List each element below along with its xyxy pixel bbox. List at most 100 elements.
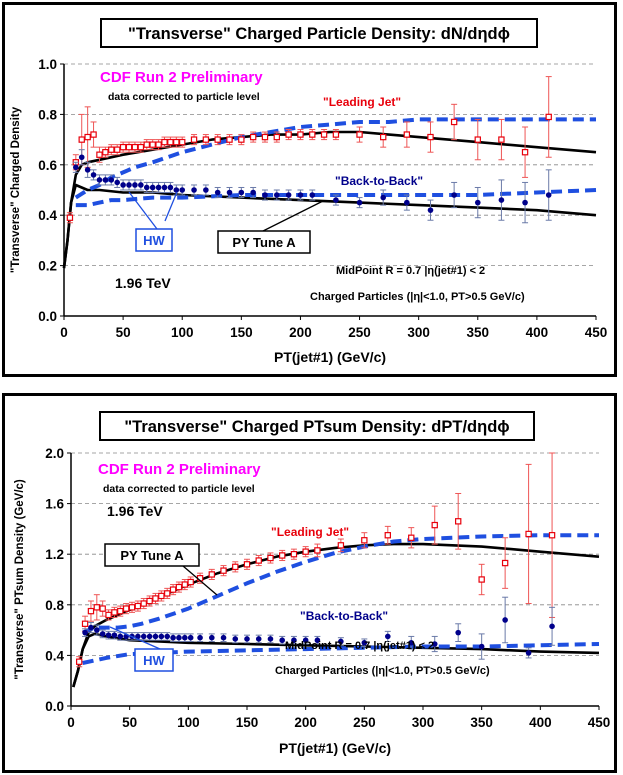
leading-jet-point — [169, 586, 177, 593]
back-to-back-point — [117, 633, 124, 640]
back-to-back-point — [84, 167, 91, 173]
leading-jet-point — [320, 131, 328, 138]
leading-jet-label: "Leading Jet" — [323, 95, 401, 109]
chart-title-box — [100, 18, 538, 48]
back-to-back-point — [361, 639, 368, 646]
back-to-back-point — [356, 199, 363, 206]
hw-curve — [81, 533, 599, 635]
back-to-back-label: "Back-to-Back" — [335, 174, 423, 188]
y-tick-label: 0.8 — [38, 107, 57, 122]
hw-curve — [75, 188, 597, 208]
leading-jet-point — [450, 118, 458, 126]
leading-jet-point — [140, 600, 147, 607]
leading-jet-point — [179, 138, 186, 146]
back-to-back-point — [191, 187, 197, 193]
back-to-back-point — [549, 623, 555, 630]
leading-jet-point — [187, 578, 194, 586]
back-to-back-point — [314, 637, 321, 644]
leading-jet-point — [255, 557, 262, 564]
x-tick-label: 150 — [230, 325, 253, 340]
leading-jet-point — [105, 611, 112, 619]
x-axis-label: PT(jet#1) (GeV/c) — [279, 740, 391, 756]
x-tick-label: 350 — [470, 715, 493, 730]
leading-jet-point — [190, 136, 198, 143]
back-to-back-point — [302, 637, 309, 644]
x-tick-label: 450 — [585, 325, 608, 340]
leading-jet-point — [128, 604, 136, 611]
leading-jet-point — [125, 143, 133, 151]
hw-box — [135, 228, 173, 252]
back-to-back-point — [522, 199, 528, 206]
charged-particles-label: Charged Particles (|η|<1.0, PT>0.5 GeV/c… — [310, 291, 525, 303]
back-to-back-point — [232, 636, 239, 642]
back-to-back-point — [309, 192, 316, 198]
back-to-back-point — [297, 192, 304, 198]
x-tick-label: 400 — [526, 325, 549, 340]
back-to-back-point — [187, 634, 194, 641]
leading-jet-point — [90, 131, 97, 138]
back-to-back-point — [525, 650, 532, 656]
y-tick-label: 0.6 — [38, 158, 57, 173]
back-to-back-point — [108, 177, 115, 183]
back-to-back-point — [111, 632, 118, 638]
back-to-back-point — [404, 199, 410, 206]
leading-jet-point — [361, 537, 368, 544]
x-tick-label: 100 — [177, 715, 200, 730]
back-to-back-point — [167, 184, 174, 191]
x-tick-label: 400 — [529, 715, 552, 730]
back-to-back-point — [173, 187, 180, 193]
hw-box — [134, 648, 174, 672]
pythia-label: PY Tune A — [232, 235, 296, 250]
x-tick-label: 0 — [60, 325, 68, 340]
back-to-back-point — [102, 177, 109, 183]
back-to-back-point — [291, 637, 297, 644]
y-tick-label: 1.6 — [45, 497, 64, 512]
back-to-back-point — [149, 184, 156, 191]
leading-jet-point — [427, 133, 434, 141]
y-tick-label: 0.4 — [45, 648, 64, 663]
x-tick-label: 200 — [294, 715, 317, 730]
x-tick-label: 200 — [289, 325, 312, 340]
leading-jet-point — [143, 141, 150, 148]
back-to-back-label: "Back-to-Back" — [300, 609, 388, 623]
ptsum-density-chart: "Transverse" Charged PTsum Density: dPT/… — [14, 411, 610, 756]
back-to-back-point — [152, 633, 159, 640]
back-to-back-point — [94, 627, 100, 633]
leading-jet-point — [220, 567, 227, 574]
back-to-back-point — [126, 182, 132, 188]
back-to-back-point — [78, 154, 85, 161]
back-to-back-point — [88, 624, 94, 631]
x-tick-label: 250 — [348, 325, 371, 340]
midpoint-label: MidPoint R = 0.7 |η(jet#1) < 2 — [285, 640, 434, 652]
leading-jet-point — [548, 532, 556, 539]
leading-jet-point — [161, 138, 168, 146]
back-to-back-point — [502, 617, 508, 623]
leading-jet-point — [181, 581, 189, 588]
particle-density-chart: "Transverse" Charged Particle Density: d… — [10, 18, 608, 365]
back-to-back-point — [135, 633, 141, 640]
leading-jet-point — [202, 136, 210, 143]
back-to-back-point — [143, 184, 150, 191]
charged-particles-label: Charged Particles (|η|<1.0, PT>0.5 GeV/c… — [275, 665, 490, 677]
back-to-back-point — [385, 633, 391, 640]
y-tick-label: 0.4 — [38, 208, 57, 223]
back-to-back-point — [140, 633, 147, 640]
back-to-back-point — [431, 641, 438, 647]
midpoint-label: MidPoint R = 0.7 |η(jet#1) < 2 — [336, 265, 485, 277]
leading-jet-point — [167, 138, 174, 146]
back-to-back-point — [498, 197, 505, 203]
leading-jet-point — [226, 136, 233, 143]
y-axis-label: "Transverse" PTsum Density (GeV/c) — [14, 479, 26, 680]
pythia-box — [104, 543, 200, 567]
leading-jet-point — [131, 143, 139, 151]
leading-jet-point — [158, 592, 165, 600]
x-tick-label: 0 — [67, 715, 75, 730]
leading-jet-point — [149, 141, 156, 148]
leading-jet-point — [137, 143, 145, 151]
leading-jet-point — [525, 530, 532, 538]
cdf-run2-preliminary-label: CDF Run 2 Preliminary — [100, 69, 263, 86]
pythia-label: PY Tune A — [120, 548, 184, 563]
leading-jet-point — [66, 214, 74, 221]
leading-jet-point — [93, 604, 101, 611]
back-to-back-point — [179, 187, 186, 193]
